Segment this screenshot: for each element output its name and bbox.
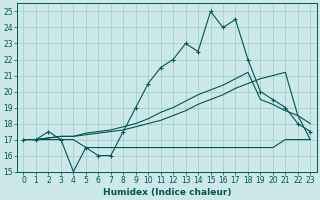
X-axis label: Humidex (Indice chaleur): Humidex (Indice chaleur) (103, 188, 231, 197)
